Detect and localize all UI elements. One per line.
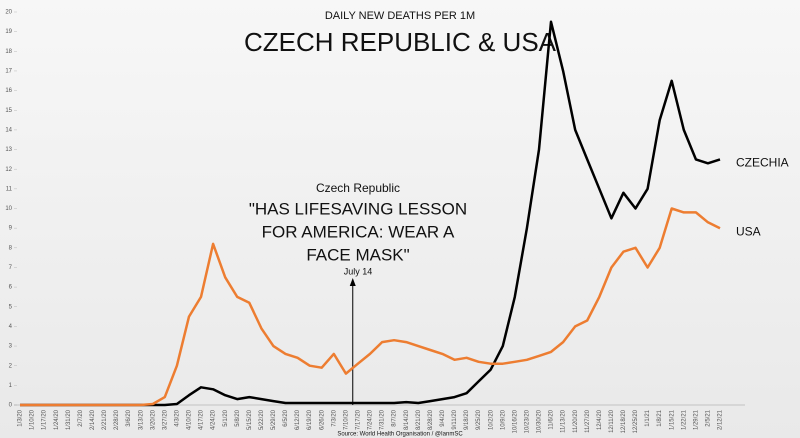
x-tick-label: 9/25/20	[476, 409, 482, 430]
x-tick-label: 11/20/20	[573, 409, 579, 433]
x-tick-label: 2/14/20	[90, 409, 96, 430]
y-tick-label: 11	[6, 186, 13, 192]
y-tick-label: 15	[5, 108, 12, 114]
x-tick-label: 5/22/20	[259, 409, 265, 430]
y-tick-label: 19	[5, 29, 12, 35]
x-tick-label: 12/25/20	[633, 409, 639, 433]
x-tick-label: 1/17/20	[42, 409, 48, 430]
x-tick-label: 1/22/21	[681, 409, 687, 430]
y-tick-label: 0	[9, 403, 13, 409]
x-tick-label: 8/7/20	[392, 409, 398, 426]
x-tick-label: 5/1/20	[223, 409, 229, 426]
x-tick-label: 11/6/20	[549, 409, 555, 429]
y-tick-label: 10	[5, 206, 12, 212]
x-tick-label: 3/20/20	[150, 409, 156, 430]
y-tick-label: 2	[9, 363, 13, 369]
x-tick-label: 4/17/20	[199, 409, 205, 430]
y-tick-label: 8	[9, 245, 13, 251]
x-tick-label: 8/14/20	[404, 409, 410, 430]
annotation-line: FOR AMERICA: WEAR A	[262, 222, 455, 241]
x-tick-label: 1/1/21	[645, 409, 651, 426]
x-tick-label: 2/21/20	[102, 409, 108, 430]
x-tick-label: 8/21/20	[416, 409, 422, 430]
x-tick-label: 10/2/20	[488, 409, 494, 430]
y-tick-label: 1	[9, 383, 13, 389]
chart-title: CZECH REPUBLIC & USA	[244, 27, 557, 57]
x-tick-label: 1/15/21	[669, 409, 675, 430]
y-tick-label: 13	[5, 147, 12, 153]
x-tick-label: 2/28/20	[114, 409, 120, 430]
x-tick-label: 3/27/20	[162, 409, 168, 430]
x-tick-label: 10/16/20	[512, 409, 518, 433]
y-tick-label: 5	[9, 304, 13, 310]
x-tick-label: 5/8/20	[235, 409, 241, 426]
arrow-head	[349, 278, 356, 286]
x-tick-label: 9/18/20	[464, 409, 470, 430]
x-tick-label: 1/29/21	[693, 409, 699, 430]
source: Source: World Health Organisation / @Ian…	[337, 432, 463, 438]
x-tick-label: 10/23/20	[524, 409, 530, 433]
x-tick-label: 7/3/20	[331, 409, 337, 426]
x-tick-label: 1/10/20	[30, 409, 36, 430]
x-tick-label: 1/3/20	[18, 409, 24, 426]
x-tick-label: 6/5/20	[283, 409, 289, 426]
x-tick-label: 3/6/20	[126, 409, 132, 426]
x-tick-label: 12/18/20	[621, 409, 627, 433]
x-tick-label: 1/8/21	[657, 409, 663, 426]
series-label: CZECHIA	[736, 156, 789, 170]
x-tick-label: 4/3/20	[174, 409, 180, 426]
y-tick-label: 3	[9, 344, 13, 350]
series-line	[20, 207, 721, 407]
y-tick-label: 16	[5, 88, 12, 94]
annotation-label: July 14	[344, 266, 373, 276]
x-tick-label: 2/7/20	[78, 409, 84, 426]
annotation-heading: Czech Republic	[316, 181, 400, 195]
x-tick-label: 1/31/20	[66, 409, 72, 430]
y-tick-label: 7	[9, 265, 13, 271]
y-tick-label: 6	[9, 285, 13, 291]
x-tick-label: 7/31/20	[380, 409, 386, 430]
x-tick-label: 9/11/20	[452, 409, 458, 429]
x-tick-label: 7/24/20	[368, 409, 374, 430]
x-tick-label: 4/24/20	[211, 409, 217, 430]
x-tick-label: 4/10/20	[187, 409, 193, 430]
annotation-line: FACE MASK"	[306, 245, 409, 264]
y-tick-label: 4	[9, 324, 13, 330]
x-tick-label: 12/11/20	[609, 409, 615, 433]
y-tick-label: 9	[9, 226, 13, 232]
x-tick-label: 6/19/20	[307, 409, 313, 430]
x-tick-label: 10/9/20	[500, 409, 506, 430]
x-tick-label: 11/27/20	[585, 409, 591, 433]
x-tick-label: 5/15/20	[247, 409, 253, 430]
x-tick-label: 8/28/20	[428, 409, 434, 430]
x-tick-label: 6/12/20	[295, 409, 301, 430]
chart-subtitle: DAILY NEW DEATHS PER 1M	[325, 10, 475, 22]
x-tick-label: 7/17/20	[356, 409, 362, 430]
y-tick-label: 17	[5, 69, 12, 75]
series-label: USA	[736, 224, 761, 238]
y-tick-label: 12	[5, 167, 12, 173]
x-tick-label: 1/24/20	[54, 409, 60, 430]
y-tick-label: 18	[5, 49, 12, 55]
x-tick-label: 10/30/20	[537, 409, 543, 433]
x-tick-label: 12/4/20	[597, 409, 603, 430]
x-tick-label: 2/12/21	[718, 409, 724, 430]
x-tick-label: 5/29/20	[271, 409, 277, 430]
y-tick-label: 14	[5, 127, 12, 133]
x-tick-label: 2/5/21	[706, 409, 712, 426]
x-tick-label: 6/26/20	[319, 409, 325, 430]
x-tick-label: 3/13/20	[138, 409, 144, 430]
x-tick-label: 9/4/20	[440, 409, 446, 426]
annotation-line: "HAS LIFESAVING LESSON	[249, 199, 467, 218]
x-tick-label: 7/10/20	[343, 409, 349, 430]
x-tick-label: 11/13/20	[561, 409, 567, 433]
y-tick-label: 20	[5, 10, 12, 16]
